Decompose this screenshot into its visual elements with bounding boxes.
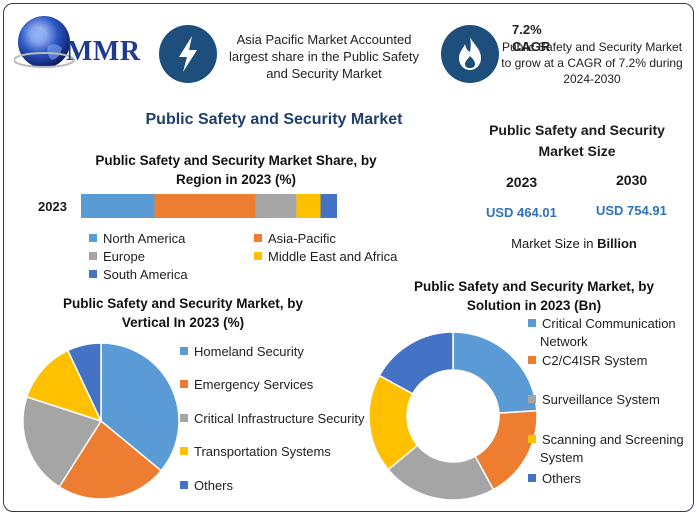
legend-label: Emergency Services	[194, 377, 314, 392]
legend-item-europe: Europe	[89, 249, 145, 264]
legend-item-surveillance-system: Surveillance System	[528, 391, 688, 409]
bar-segment-south-america	[320, 194, 337, 218]
lightning-bolt-icon	[179, 36, 197, 72]
bar-segment-asia-pacific	[154, 194, 256, 218]
solution-slice-others	[378, 331, 454, 395]
legend-swatch	[528, 319, 536, 327]
legend-swatch	[254, 234, 262, 242]
value-2023: USD 464.01	[486, 205, 557, 220]
legend-swatch	[528, 474, 536, 482]
legend-label: Others	[542, 471, 582, 486]
logo-text: MMR	[66, 36, 141, 67]
legend-label: South America	[103, 267, 188, 282]
legend-item-emergency-services: Emergency Services	[180, 377, 313, 392]
bar-segment-middle-east-and-africa	[296, 194, 321, 218]
bar-segment-north-america	[81, 194, 155, 218]
legend-label: Europe	[103, 249, 145, 264]
region-chart-title: Public Safety and Security Market Share,…	[95, 153, 377, 187]
legend-swatch	[180, 447, 188, 455]
legend-label: Middle East and Africa	[268, 249, 398, 264]
region-stacked-bar	[81, 194, 337, 218]
legend-label: Critical Communication Network	[540, 316, 676, 349]
legend-swatch	[254, 252, 262, 260]
vertical-slice-homeland-security	[100, 342, 180, 472]
legend-item-others: Others	[528, 470, 688, 488]
market-size-title: Public Safety and Security Market Size	[489, 122, 665, 159]
vertical-slice-critical-infrastructure-security	[22, 395, 103, 488]
bar-category-label: 2023	[38, 199, 67, 214]
solution-donut-chart	[368, 331, 538, 501]
market-size-note: Market Size in Billion	[494, 236, 654, 251]
solution-chart-title: Public Safety and Security Market, by So…	[413, 279, 655, 313]
main-title: Public Safety and Security Market	[145, 111, 403, 128]
legend-swatch	[180, 380, 188, 388]
legend-label: North America	[103, 231, 186, 246]
year-2030: 2030	[616, 172, 648, 188]
legend-item-others: Others	[180, 478, 233, 493]
vertical-slice-transportation-systems	[25, 349, 103, 423]
legend-label: Critical Infrastructure Security	[194, 411, 365, 426]
flame-icon	[459, 37, 481, 70]
brand-logo: MMR	[14, 10, 144, 80]
legend-item-north-america: North America	[89, 231, 185, 246]
vertical-chart-title: Public Safety and Security Market, by Ve…	[62, 296, 304, 330]
legend-swatch	[528, 435, 536, 443]
header-left-text: Asia Pacific Market Accounted largest sh…	[228, 32, 420, 81]
legend-label: Homeland Security	[194, 344, 304, 359]
legend-item-scanning-and-screening-system: Scanning and Screening System	[528, 431, 688, 467]
legend-swatch	[180, 347, 188, 355]
bar-segment-europe	[255, 194, 297, 218]
legend-swatch	[180, 414, 188, 422]
legend-item-asia-pacific: Asia-Pacific	[254, 231, 336, 246]
header-right-badge	[441, 25, 499, 83]
legend-item-middle-east-and-africa: Middle East and Africa	[254, 249, 397, 264]
legend-swatch	[180, 481, 188, 489]
legend-item-transportation-systems: Transportation Systems	[180, 444, 331, 459]
legend-label: C2/C4ISR System	[542, 353, 648, 368]
legend-item-south-america: South America	[89, 267, 188, 282]
vertical-slice-emergency-services	[58, 419, 163, 500]
legend-swatch	[528, 356, 536, 364]
value-2030: USD 754.91	[596, 203, 667, 218]
year-2023: 2023	[506, 174, 538, 190]
header-left-badge	[159, 25, 217, 83]
legend-swatch	[89, 234, 97, 242]
cagr-text: Public Safety and Security Market to gro…	[501, 40, 683, 86]
legend-label: Transportation Systems	[194, 444, 331, 459]
legend-swatch	[89, 270, 97, 278]
globe-icon	[14, 16, 75, 68]
solution-slice-critical-communication-network	[452, 331, 538, 414]
legend-label: Scanning and Screening System	[540, 432, 684, 465]
vertical-pie-chart	[22, 342, 180, 500]
note-prefix: Market Size in	[511, 236, 598, 251]
vertical-slice-others	[66, 342, 102, 422]
legend-label: Others	[194, 478, 234, 493]
note-unit: Billion	[597, 236, 637, 251]
legend-label: Surveillance System	[542, 392, 660, 407]
cagr-title: 7.2% CAGR	[512, 22, 551, 54]
legend-item-critical-infrastructure-security: Critical Infrastructure Security	[180, 411, 365, 426]
legend-item-critical-communication-network: Critical Communication Network	[528, 315, 688, 351]
infographic-frame: MMR Asia Pacific Market Accounted larges…	[3, 3, 694, 512]
legend-swatch	[89, 252, 97, 260]
legend-label: Asia-Pacific	[268, 231, 336, 246]
legend-item-c2-c4isr-system: C2/C4ISR System	[528, 352, 688, 370]
legend-swatch	[528, 395, 536, 403]
legend-item-homeland-security: Homeland Security	[180, 344, 304, 359]
